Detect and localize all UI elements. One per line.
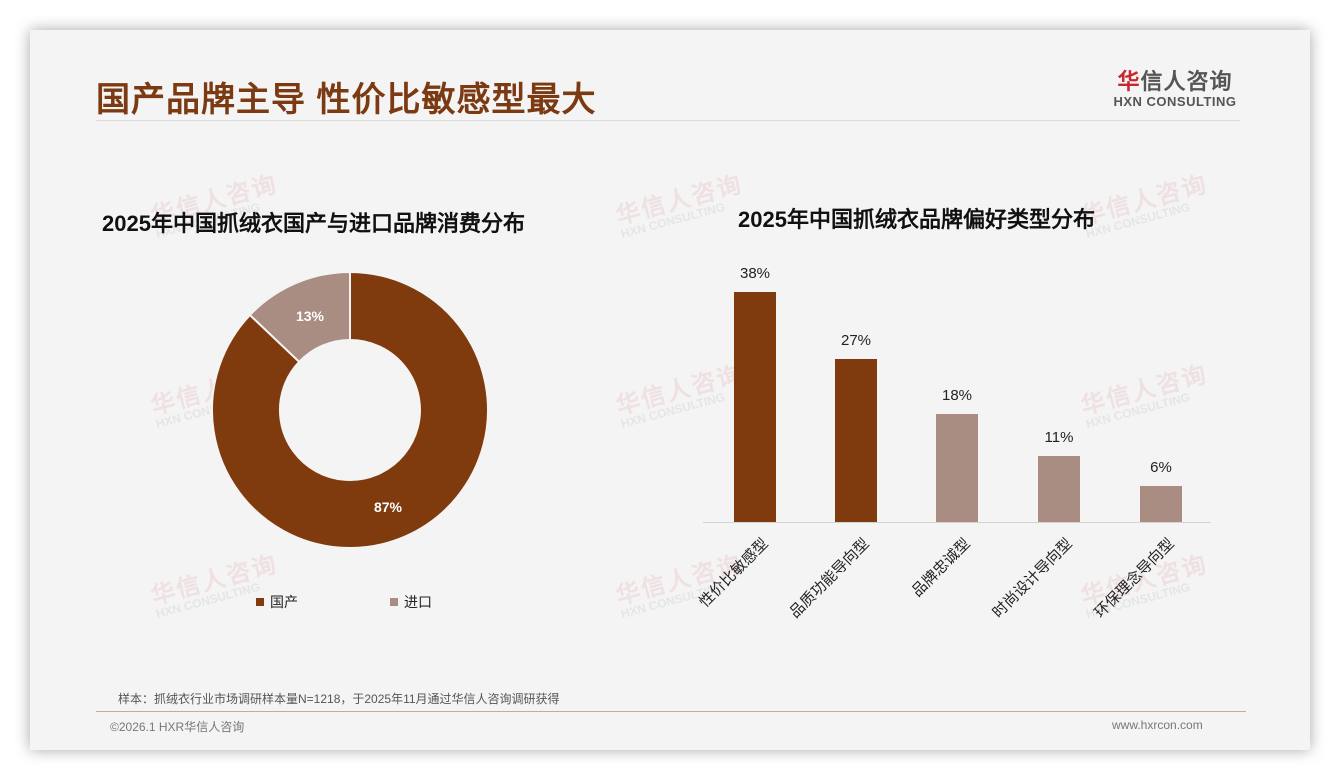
logo-cn: 华信人咨询 [1117, 69, 1233, 94]
x-axis-label: 时尚设计导向型 [989, 535, 1076, 622]
x-axis-label: 品牌忠诚型 [908, 535, 974, 601]
footer-divider [96, 711, 1246, 712]
donut-label-domestic: 87% [374, 499, 403, 515]
bar-chart-title: 2025年中国抓绒衣品牌偏好类型分布 [738, 207, 1095, 232]
title-divider [96, 120, 1240, 121]
page-title: 国产品牌主导 性价比敏感型最大 [96, 81, 597, 119]
legend-label: 国产 [270, 594, 298, 610]
logo: 华信人咨询 HXN CONSULTING [1110, 64, 1240, 109]
donut-label-imported: 13% [296, 308, 325, 324]
x-axis-label: 性价比敏感型 [696, 535, 772, 611]
sample-note: 样本：抓绒衣行业市场调研样本量N=1218，于2025年11月通过华信人咨询调研… [118, 692, 560, 706]
donut-slice-domestic [211, 270, 489, 549]
bar-value-label: 27% [840, 332, 872, 349]
legend-item-imported: 进口 [390, 592, 432, 612]
website-link[interactable]: www.hxrcon.com [1112, 718, 1203, 732]
x-axis-line [703, 522, 1211, 523]
slide: 华信人咨询 HXN CONSULTING 华信人咨询 HXN CONSULTING … [30, 30, 1310, 750]
donut-chart: 87% 13% [211, 270, 489, 549]
legend-swatch-icon [256, 598, 264, 606]
copyright: ©2026.1 HXR华信人咨询 [110, 720, 245, 734]
donut-chart-title: 2025年中国抓绒衣国产与进口品牌消费分布 [102, 211, 525, 236]
logo-en: HXN CONSULTING [1113, 94, 1237, 109]
bar-quality-function [835, 359, 877, 522]
bar-eco-concept [1140, 486, 1182, 522]
x-axis-label: 环保理念导向型 [1091, 535, 1178, 622]
bar-price-sensitive [734, 292, 776, 522]
bar-fashion-design [1038, 456, 1080, 522]
bar-value-label: 6% [1150, 459, 1172, 476]
bar-brand-loyal [936, 414, 978, 522]
legend-swatch-icon [390, 598, 398, 606]
x-axis-label: 品质功能导向型 [786, 535, 873, 622]
legend-label: 进口 [404, 594, 432, 610]
bar-value-label: 18% [941, 387, 973, 404]
bar-value-label: 11% [1044, 429, 1074, 446]
legend-item-domestic: 国产 [256, 592, 298, 612]
bar-value-label: 38% [739, 265, 771, 282]
donut-slice-imported [248, 270, 351, 364]
